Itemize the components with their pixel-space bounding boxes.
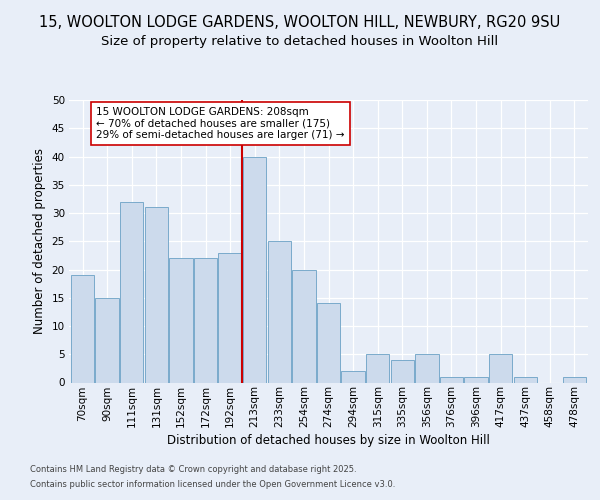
Bar bbox=[366, 354, 389, 382]
Bar bbox=[514, 377, 537, 382]
Text: 15, WOOLTON LODGE GARDENS, WOOLTON HILL, NEWBURY, RG20 9SU: 15, WOOLTON LODGE GARDENS, WOOLTON HILL,… bbox=[40, 15, 560, 30]
Bar bbox=[145, 208, 168, 382]
Bar bbox=[489, 354, 512, 382]
Text: Contains HM Land Registry data © Crown copyright and database right 2025.: Contains HM Land Registry data © Crown c… bbox=[30, 465, 356, 474]
Bar bbox=[218, 252, 242, 382]
Bar bbox=[95, 298, 119, 382]
X-axis label: Distribution of detached houses by size in Woolton Hill: Distribution of detached houses by size … bbox=[167, 434, 490, 448]
Bar bbox=[243, 156, 266, 382]
Bar bbox=[464, 377, 488, 382]
Bar bbox=[317, 304, 340, 382]
Bar bbox=[194, 258, 217, 382]
Bar bbox=[268, 242, 291, 382]
Bar bbox=[292, 270, 316, 382]
Text: Size of property relative to detached houses in Woolton Hill: Size of property relative to detached ho… bbox=[101, 35, 499, 48]
Bar bbox=[169, 258, 193, 382]
Bar bbox=[440, 377, 463, 382]
Bar bbox=[391, 360, 414, 382]
Bar bbox=[120, 202, 143, 382]
Bar bbox=[563, 377, 586, 382]
Text: Contains public sector information licensed under the Open Government Licence v3: Contains public sector information licen… bbox=[30, 480, 395, 489]
Bar bbox=[341, 371, 365, 382]
Bar bbox=[415, 354, 439, 382]
Bar bbox=[71, 275, 94, 382]
Text: 15 WOOLTON LODGE GARDENS: 208sqm
← 70% of detached houses are smaller (175)
29% : 15 WOOLTON LODGE GARDENS: 208sqm ← 70% o… bbox=[96, 107, 344, 140]
Y-axis label: Number of detached properties: Number of detached properties bbox=[33, 148, 46, 334]
